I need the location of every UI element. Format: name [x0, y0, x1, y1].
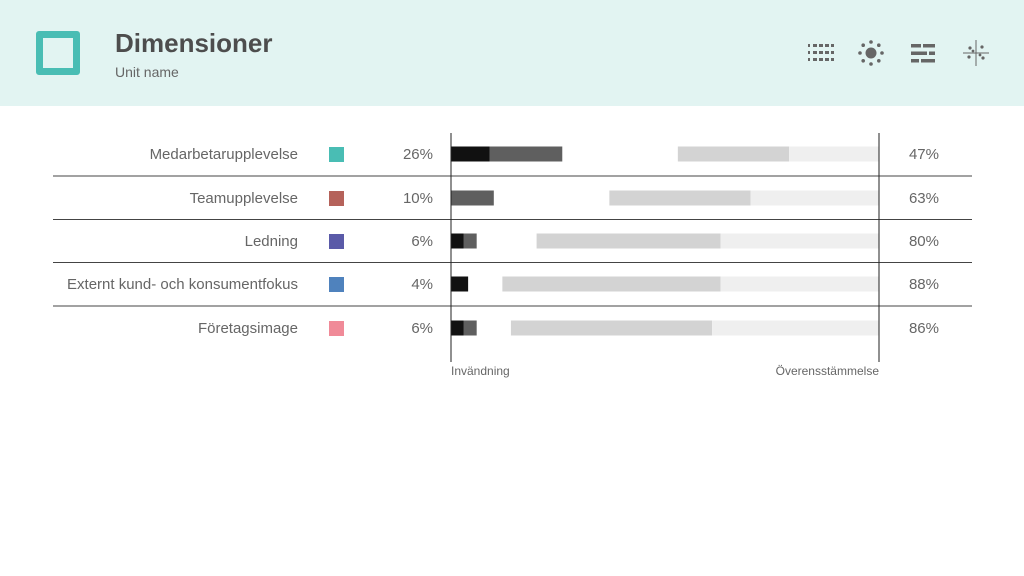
agreement-value-label: 47%	[909, 146, 939, 163]
bar-list-icon[interactable]	[908, 38, 938, 68]
category-label: Externt kund- och konsumentfokus	[67, 276, 298, 293]
numbered-list-icon[interactable]	[805, 38, 835, 68]
category-color-swatch	[329, 191, 344, 206]
category-color-swatch	[329, 234, 344, 249]
category-label: Teamupplevelse	[190, 190, 298, 207]
objection-strong-bar[interactable]	[451, 146, 490, 162]
logo-square-icon	[36, 31, 80, 75]
x-axis-label-right: Överensstämmelse	[776, 364, 880, 378]
scatter-icon[interactable]	[961, 38, 991, 68]
objection-value-label: 26%	[403, 146, 433, 163]
agreement-value-label: 86%	[909, 320, 939, 337]
agreement-strong-bar[interactable]	[750, 190, 879, 206]
unit-name: Unit name	[115, 64, 179, 80]
objection-bar[interactable]	[463, 233, 477, 249]
agreement-strong-bar[interactable]	[720, 276, 879, 292]
agreement-bar[interactable]	[677, 146, 790, 162]
category-color-swatch	[329, 147, 344, 162]
agreement-bar[interactable]	[536, 233, 721, 249]
page-title: Dimensioner	[115, 28, 273, 58]
agreement-value-label: 63%	[909, 190, 939, 207]
objection-value-label: 6%	[411, 233, 433, 250]
category-label: Företagsimage	[198, 320, 298, 337]
objection-value-label: 6%	[411, 320, 433, 337]
dimensions-chart: Medarbetarupplevelse 26% 47% Teamupplevelse…	[53, 133, 972, 378]
category-label: Ledning	[245, 233, 298, 250]
objection-strong-bar[interactable]	[451, 233, 464, 249]
category-color-swatch	[329, 321, 344, 336]
category-label: Medarbetarupplevelse	[150, 146, 298, 163]
agreement-strong-bar[interactable]	[712, 320, 879, 336]
x-axis-label-left: Invändning	[451, 364, 510, 378]
agreement-bar[interactable]	[502, 276, 721, 292]
agreement-strong-bar[interactable]	[720, 233, 879, 249]
objection-strong-bar[interactable]	[451, 320, 464, 336]
agreement-value-label: 80%	[909, 233, 939, 250]
header: Dimensioner Unit name	[0, 0, 1024, 106]
agreement-strong-bar[interactable]	[789, 146, 879, 162]
objection-value-label: 4%	[411, 276, 433, 293]
objection-strong-bar[interactable]	[451, 276, 469, 292]
agreement-value-label: 88%	[909, 276, 939, 293]
sun-icon[interactable]	[856, 38, 886, 68]
category-color-swatch	[329, 277, 344, 292]
agreement-bar[interactable]	[609, 190, 751, 206]
objection-bar[interactable]	[451, 190, 494, 206]
objection-bar[interactable]	[463, 320, 477, 336]
objection-bar[interactable]	[489, 146, 563, 162]
objection-value-label: 10%	[403, 190, 433, 207]
agreement-bar[interactable]	[510, 320, 713, 336]
